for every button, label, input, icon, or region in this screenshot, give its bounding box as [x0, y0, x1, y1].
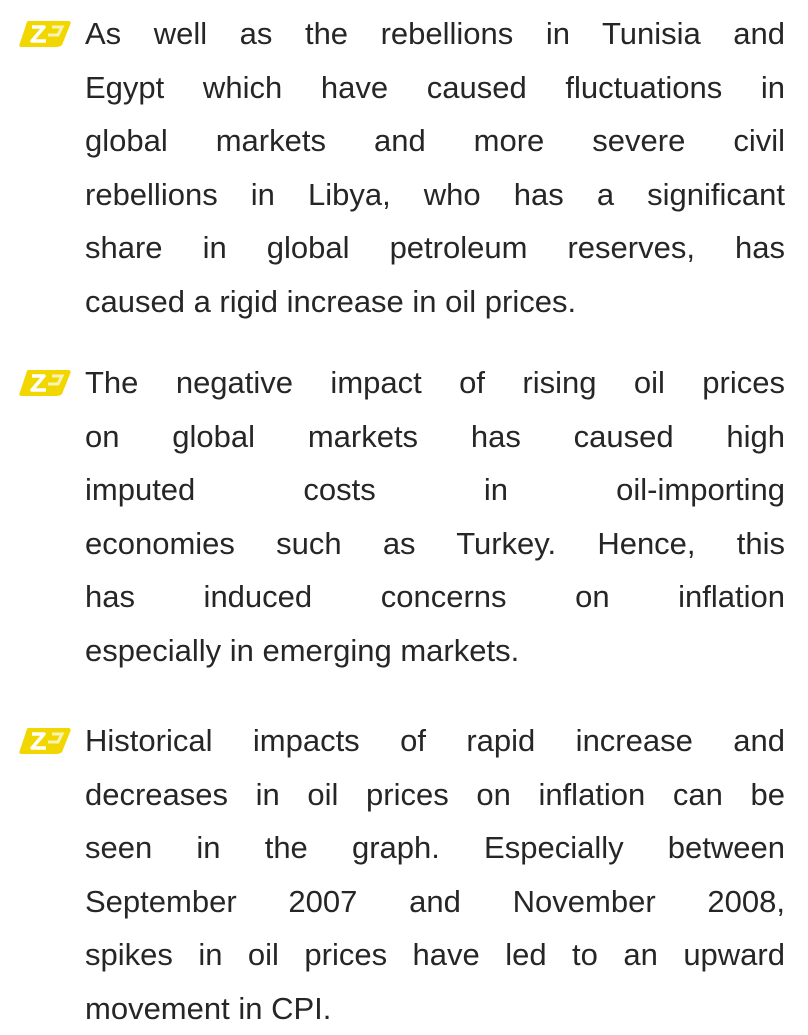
text-line: on global markets has caused high	[85, 410, 785, 464]
text-line: The negative impact of rising oil prices	[85, 356, 785, 410]
text-line: imputed costs in oil-importing	[85, 463, 785, 517]
text-line: seen in the graph. Especially between	[85, 821, 785, 875]
bullet-text: Historical impacts of rapid increase and…	[85, 714, 785, 1035]
bullet-text: The negative impact of rising oil prices…	[85, 356, 785, 677]
bullet-icon	[18, 19, 72, 49]
text-line: spikes in oil prices have led to an upwa…	[85, 928, 785, 982]
text-line: September 2007 and November 2008,	[85, 875, 785, 929]
bullet-text: As well as the rebellions in Tunisia and…	[85, 7, 785, 328]
text-line: As well as the rebellions in Tunisia and	[85, 7, 785, 61]
bullet-icon	[18, 368, 72, 398]
text-line: especially in emerging markets.	[85, 624, 785, 678]
text-line: caused a rigid increase in oil prices.	[85, 275, 785, 329]
text-line: has induced concerns on inflation	[85, 570, 785, 624]
text-line: Egypt which have caused fluctuations in	[85, 61, 785, 115]
text-line: Historical impacts of rapid increase and	[85, 714, 785, 768]
text-line: rebellions in Libya, who has a significa…	[85, 168, 785, 222]
text-line: movement in CPI.	[85, 982, 785, 1035]
text-line: decreases in oil prices on inflation can…	[85, 768, 785, 822]
bullet-icon	[18, 726, 72, 756]
text-line: share in global petroleum reserves, has	[85, 221, 785, 275]
text-line: economies such as Turkey. Hence, this	[85, 517, 785, 571]
document: As well as the rebellions in Tunisia and…	[0, 0, 808, 952]
text-line: global markets and more severe civil	[85, 114, 785, 168]
